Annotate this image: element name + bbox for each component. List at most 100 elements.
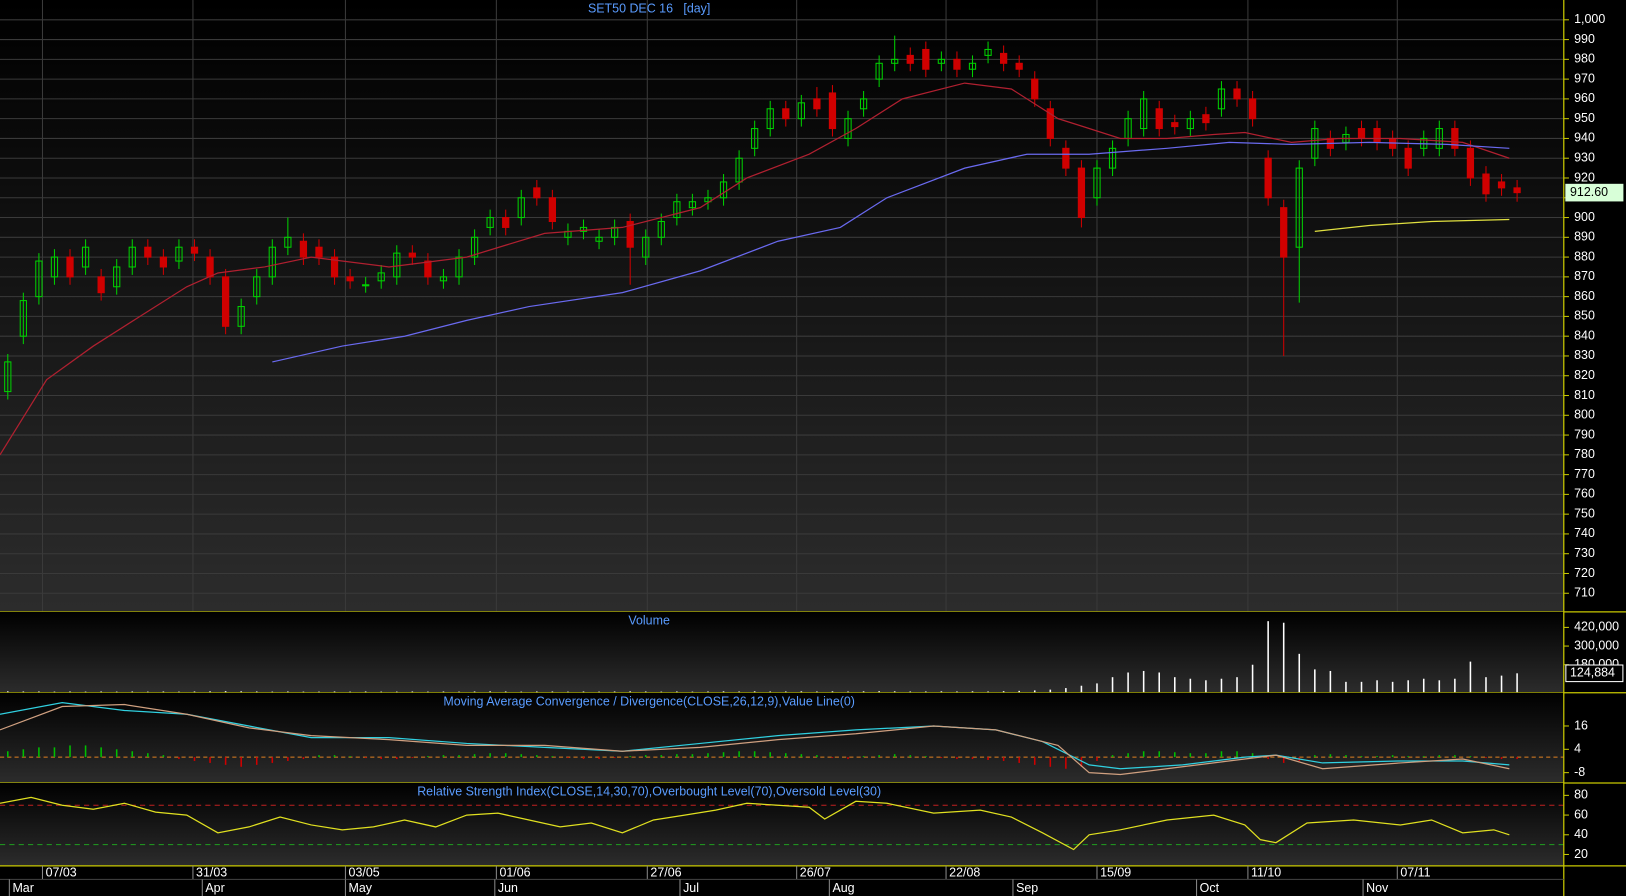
y-tick-label: 20 (1574, 847, 1588, 861)
x-tick-label: Apr (205, 881, 224, 895)
y-tick-label: 790 (1574, 427, 1595, 441)
candle-body (797, 102, 805, 120)
candle-body (719, 181, 728, 199)
candle-body (253, 276, 261, 298)
candle-body (1077, 167, 1086, 219)
y-tick-label: 820 (1574, 368, 1595, 382)
candle-body (782, 108, 790, 120)
candle-body (595, 236, 603, 242)
panel-background (0, 611, 1564, 693)
x-tick-label: 07/11 (1400, 865, 1430, 879)
candle-body (1093, 167, 1101, 199)
candle-body (751, 128, 759, 149)
x-tick-label: 27/06 (650, 865, 681, 879)
candle-body (237, 306, 245, 327)
candle-body (1373, 128, 1381, 143)
candle-body (268, 246, 276, 278)
panel-title: Moving Average Convergence / Divergence(… (443, 694, 855, 708)
y-tick-label: 970 (1574, 71, 1595, 85)
candle-body (859, 98, 868, 110)
y-tick-label: 890 (1574, 230, 1595, 244)
candle-body (1451, 128, 1459, 149)
y-tick-label: 710 (1574, 586, 1595, 600)
candle-body (175, 246, 183, 262)
candle-body (1233, 88, 1241, 100)
candle-body (968, 62, 977, 70)
candle-body (66, 256, 74, 278)
candle-body (642, 236, 650, 258)
candle-body (533, 187, 541, 199)
candle-body (113, 266, 121, 288)
panel-background (0, 782, 1564, 866)
y-tick-label: 950 (1574, 111, 1595, 125)
candle-body (657, 220, 665, 238)
candle-body (486, 217, 494, 228)
candle-body (766, 108, 774, 130)
candle-body (1108, 147, 1117, 169)
candle-body (1482, 173, 1490, 195)
y-tick-label: 770 (1574, 467, 1595, 481)
x-tick-label: 07/03 (46, 865, 77, 879)
y-tick-label: 830 (1574, 348, 1595, 362)
candle-body (455, 256, 463, 278)
x-tick-label: 11/10 (1251, 865, 1281, 879)
x-tick-label: 01/06 (499, 865, 530, 879)
x-tick-label: Jul (683, 881, 699, 895)
candle-body (673, 201, 681, 219)
candle-body (1280, 207, 1288, 258)
indicator-line (0, 82, 1510, 456)
y-tick-label: 800 (1574, 408, 1595, 422)
indicator-line (272, 141, 1510, 363)
candle-body (408, 252, 416, 258)
x-tick-label: Oct (1200, 881, 1220, 895)
panel-title: SET50 DEC 16 [day] (588, 2, 710, 16)
candle-body (1171, 122, 1179, 128)
y-tick-label: 840 (1574, 328, 1595, 342)
y-tick-label: 860 (1574, 289, 1595, 303)
y-tick-label: 880 (1574, 249, 1595, 263)
candle-body (1513, 187, 1521, 194)
last-value-box (1565, 183, 1624, 202)
y-tick-label: 740 (1574, 526, 1595, 540)
x-tick-label: 31/03 (196, 865, 227, 879)
candle-body (1062, 147, 1070, 169)
candle-body (377, 272, 385, 282)
candle-body (97, 276, 105, 294)
candle-body (548, 197, 557, 223)
candle-body (1435, 128, 1443, 149)
candle-body (1357, 128, 1366, 139)
y-tick-label: 850 (1574, 309, 1595, 323)
candle-body (1466, 147, 1475, 179)
candle-body (1031, 78, 1039, 100)
candle-body (1264, 157, 1272, 199)
candle-body (206, 256, 214, 278)
candle-body (4, 361, 12, 393)
candle-body (1186, 118, 1194, 130)
y-tick-label: 4 (1574, 742, 1581, 756)
candle-body (828, 92, 837, 130)
candle-body (1248, 98, 1257, 120)
y-tick-label: 16 (1574, 718, 1588, 732)
candle-body (922, 48, 930, 70)
candle-body (735, 157, 743, 183)
x-tick-label: Aug (832, 881, 854, 895)
y-tick-label: 870 (1574, 269, 1595, 283)
candle-body (704, 197, 712, 203)
y-tick-label: -8 (1574, 765, 1585, 779)
y-tick-label: 810 (1574, 388, 1595, 402)
candle-body (284, 236, 292, 248)
y-tick-label: 1,000 (1574, 12, 1605, 26)
candle-body (1295, 167, 1303, 248)
x-tick-label: Jun (498, 881, 518, 895)
candle-body (517, 197, 525, 219)
panel-background (0, 692, 1564, 783)
indicator-line (0, 703, 1510, 776)
y-tick-label: 930 (1574, 150, 1595, 164)
x-tick-label: 15/09 (1100, 865, 1131, 879)
y-tick-label: 980 (1574, 52, 1595, 66)
candle-body (159, 256, 168, 268)
candle-body (937, 58, 946, 64)
candle-body (688, 201, 697, 209)
